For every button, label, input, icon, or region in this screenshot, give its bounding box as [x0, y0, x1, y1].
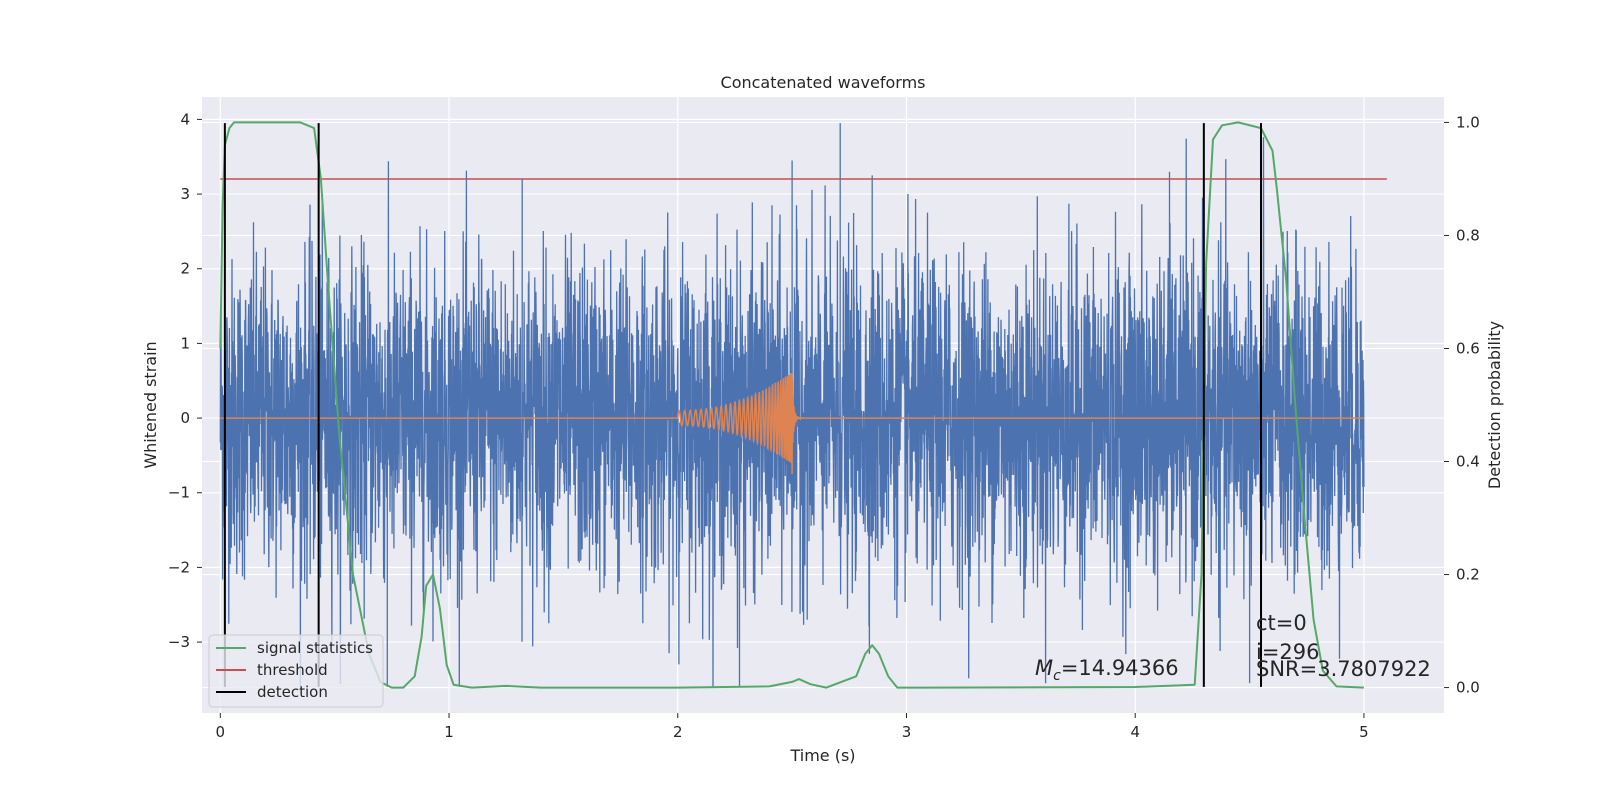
y2-tick-label: 0.0 — [1456, 679, 1480, 697]
snr-annotation: SNR=3.7807922 — [1256, 657, 1431, 681]
chirp-mass-subscript: c — [1053, 668, 1061, 684]
legend-box — [208, 634, 384, 708]
y-tick-label: 1 — [180, 334, 190, 352]
ct-annotation: ct=0 — [1256, 611, 1307, 635]
y-axis-ticks: −3 −2 −1 0 1 2 3 4 — [168, 110, 202, 651]
y2-tick-label: 0.4 — [1456, 453, 1480, 471]
x-axis-label: Time (s) — [789, 746, 855, 765]
x-tick-label: 0 — [216, 723, 226, 741]
legend: signal statistics threshold detection — [208, 634, 384, 708]
y-tick-label: −3 — [168, 633, 190, 651]
x-tick-label: 4 — [1130, 723, 1140, 741]
y-tick-label: 0 — [180, 409, 190, 427]
y2-axis-label: Detection probability — [1485, 321, 1504, 489]
x-axis-ticks: 0 1 2 3 4 5 — [216, 713, 1369, 741]
chirp-mass-symbol: M — [1035, 656, 1053, 680]
x-tick-label: 5 — [1359, 723, 1369, 741]
x-tick-label: 2 — [673, 723, 683, 741]
i-annotation: i=296 — [1256, 640, 1320, 664]
y2-tick-label: 1.0 — [1456, 113, 1480, 131]
series-injected-signal — [220, 373, 1364, 475]
y2-tick-label: 0.8 — [1456, 226, 1480, 244]
legend-label-signal-statistics: signal statistics — [257, 639, 373, 657]
y-tick-label: 3 — [180, 185, 190, 203]
y-tick-label: 2 — [180, 260, 190, 278]
chirp-mass-annotation: Mc=14.94366 — [1035, 656, 1179, 684]
y2-tick-label: 0.6 — [1456, 339, 1480, 357]
x-tick-label: 3 — [902, 723, 912, 741]
chirp-mass-value: =14.94366 — [1061, 656, 1179, 680]
plot-area — [219, 121, 1387, 689]
x-tick-label: 1 — [444, 723, 454, 741]
legend-label-threshold: threshold — [257, 661, 328, 679]
chart-title: Concatenated waveforms — [721, 73, 926, 92]
y2-axis-ticks: 0.0 0.2 0.4 0.6 0.8 1.0 — [1444, 113, 1480, 697]
y-axis-label: Whitened strain — [141, 341, 160, 468]
legend-label-detection: detection — [257, 683, 328, 701]
y-tick-label: −1 — [168, 484, 190, 502]
y2-tick-label: 0.2 — [1456, 566, 1480, 584]
y-tick-label: −2 — [168, 558, 190, 576]
series-signal-statistics — [219, 121, 1364, 689]
y-tick-label: 4 — [180, 110, 190, 128]
